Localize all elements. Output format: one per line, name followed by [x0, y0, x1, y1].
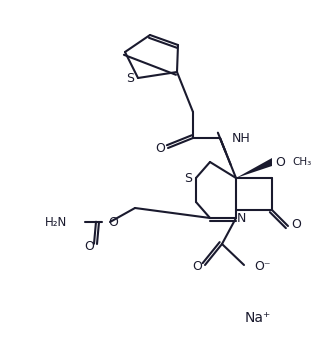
Text: N: N: [236, 212, 246, 225]
Text: O: O: [275, 155, 285, 168]
Text: O: O: [108, 217, 118, 230]
Text: S: S: [184, 172, 192, 185]
Polygon shape: [236, 158, 272, 178]
Text: O: O: [192, 260, 202, 273]
Text: O⁻: O⁻: [254, 260, 271, 273]
Text: Na⁺: Na⁺: [245, 311, 271, 325]
Text: NH: NH: [232, 132, 251, 145]
Text: S: S: [126, 73, 134, 86]
Text: O: O: [291, 218, 301, 231]
Text: O: O: [84, 239, 94, 252]
Text: O: O: [155, 141, 165, 154]
Text: H₂N: H₂N: [45, 216, 67, 229]
Text: CH₃: CH₃: [292, 157, 311, 167]
